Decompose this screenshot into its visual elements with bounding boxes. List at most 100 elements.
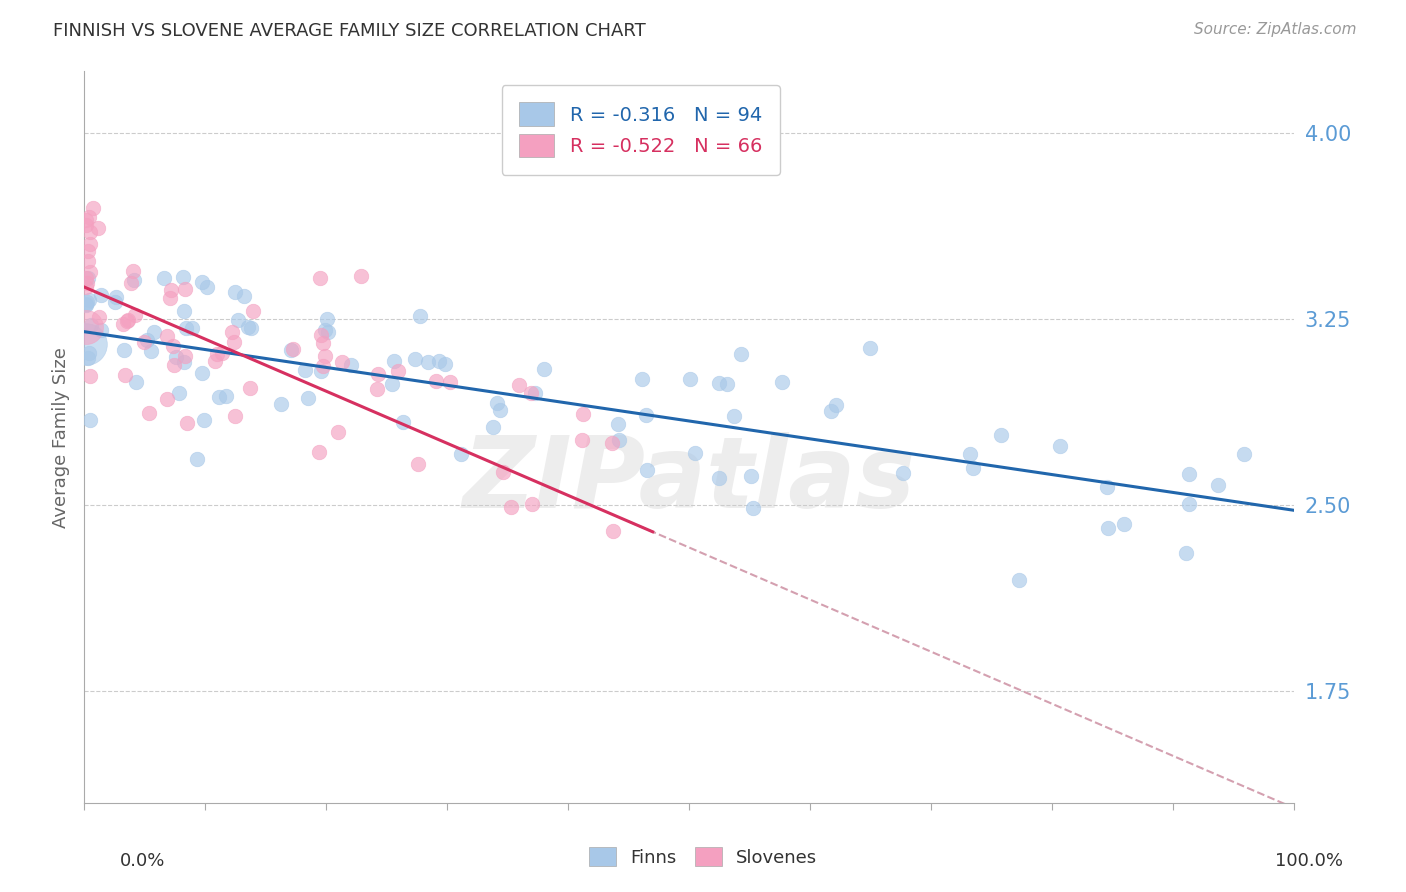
Point: [1178, 467, 1201, 481]
Point: [160, 283, 183, 297]
Point: [232, 289, 254, 303]
Point: [79, 265, 101, 279]
Point: [75, 337, 97, 351]
Point: [190, 275, 212, 289]
Point: [571, 434, 593, 448]
Point: [173, 304, 195, 318]
Point: [489, 403, 512, 417]
Point: [770, 375, 793, 389]
Point: [439, 375, 461, 389]
Point: [174, 321, 197, 335]
Point: [450, 447, 472, 461]
Point: [242, 303, 264, 318]
Point: [75, 218, 97, 232]
Point: [104, 290, 127, 304]
Point: [162, 339, 184, 353]
Point: [606, 417, 628, 431]
Point: [308, 444, 330, 458]
Point: [79, 368, 101, 383]
Point: [173, 354, 195, 368]
Point: [143, 325, 166, 339]
Point: [186, 451, 208, 466]
Point: [82, 201, 104, 215]
Point: [204, 354, 226, 368]
Point: [1206, 478, 1229, 492]
Point: [631, 372, 654, 386]
Point: [181, 320, 204, 334]
Point: [224, 285, 246, 299]
Point: [1233, 447, 1256, 461]
Point: [406, 457, 429, 471]
Point: [741, 501, 763, 516]
Point: [270, 397, 292, 411]
Point: [1114, 517, 1136, 532]
Point: [117, 312, 139, 326]
Point: [172, 269, 194, 284]
Point: [425, 374, 447, 388]
Point: [75, 298, 97, 312]
Point: [350, 268, 373, 283]
Point: [990, 428, 1012, 442]
Point: [75, 270, 97, 285]
Point: [174, 350, 197, 364]
Point: [76, 253, 98, 268]
Point: [281, 342, 304, 356]
Point: [90, 323, 112, 337]
Point: [87, 220, 110, 235]
Point: [330, 355, 353, 369]
Point: [316, 325, 339, 339]
Point: [309, 328, 332, 343]
Point: [427, 353, 450, 368]
Point: [79, 236, 101, 251]
Point: [214, 389, 236, 403]
Point: [326, 425, 349, 439]
Point: [311, 359, 333, 374]
Point: [314, 322, 336, 336]
Point: [392, 415, 415, 429]
Point: [121, 263, 143, 277]
Point: [859, 341, 882, 355]
Point: [165, 350, 187, 364]
Point: [159, 291, 181, 305]
Point: [297, 391, 319, 405]
Point: [491, 465, 513, 479]
Point: [167, 386, 190, 401]
Point: [112, 343, 135, 357]
Point: [239, 381, 262, 395]
Point: [366, 383, 388, 397]
Point: [636, 463, 658, 477]
Point: [76, 295, 98, 310]
Point: [482, 420, 505, 434]
Point: [740, 468, 762, 483]
Point: [685, 446, 707, 460]
Point: [508, 377, 530, 392]
Text: Source: ZipAtlas.com: Source: ZipAtlas.com: [1194, 22, 1357, 37]
Point: [80, 318, 103, 332]
Text: FINNISH VS SLOVENE AVERAGE FAMILY SIZE CORRELATION CHART: FINNISH VS SLOVENE AVERAGE FAMILY SIZE C…: [53, 22, 647, 40]
Point: [367, 367, 389, 381]
Point: [136, 333, 159, 347]
Point: [893, 466, 915, 480]
Point: [316, 311, 339, 326]
Point: [224, 409, 246, 424]
Point: [387, 364, 409, 378]
Point: [221, 325, 243, 339]
Point: [707, 376, 730, 390]
Point: [125, 375, 148, 389]
Y-axis label: Average Family Size: Average Family Size: [52, 347, 70, 527]
Point: [211, 346, 233, 360]
Point: [294, 363, 316, 377]
Point: [820, 404, 842, 418]
Point: [382, 354, 405, 368]
Point: [122, 273, 145, 287]
Point: [280, 343, 302, 357]
Point: [191, 366, 214, 380]
Point: [76, 276, 98, 290]
Point: [340, 358, 363, 372]
Point: [120, 277, 142, 291]
Point: [195, 280, 218, 294]
Point: [111, 317, 134, 331]
Point: [77, 211, 100, 225]
Point: [730, 347, 752, 361]
Point: [174, 282, 197, 296]
